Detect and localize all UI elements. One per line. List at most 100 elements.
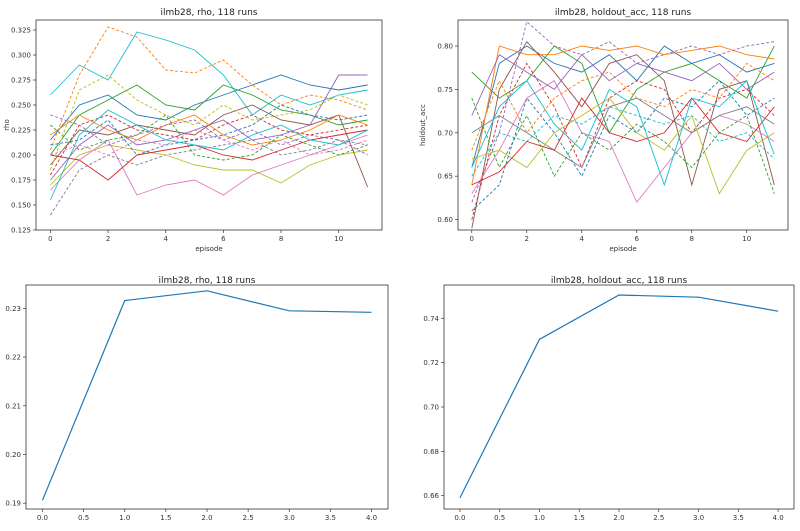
series-group [459, 294, 779, 499]
series-line-4 [471, 62, 775, 220]
x-tick-label: 4.0 [773, 514, 784, 522]
chart-title: ilmb28, rho, 118 runs [158, 276, 256, 286]
series-line-7 [471, 106, 775, 177]
x-tick-label: 3.0 [284, 514, 295, 522]
series-line-0 [41, 290, 372, 501]
axes-frame [457, 19, 789, 231]
x-tick-label: 1.5 [160, 514, 171, 522]
x-tick-label: 3.0 [693, 514, 704, 522]
chart-title: ilmb28, holdout_acc, 118 runs [550, 276, 688, 286]
x-tick-label: 4 [164, 235, 169, 243]
y-tick-label: 0.70 [437, 129, 453, 137]
y-tick-label: 0.60 [437, 216, 453, 224]
x-tick-label: 2.0 [201, 514, 212, 522]
x-tick-label: 10 [742, 235, 751, 243]
y-tick-label: 0.21 [5, 402, 21, 410]
x-tick-label: 8 [279, 235, 283, 243]
series-line-14 [49, 109, 368, 201]
y-tick-label: 0.70 [423, 403, 439, 411]
series-line-13 [471, 54, 775, 116]
x-tick-label: 1.5 [574, 514, 585, 522]
series-line-12 [50, 114, 368, 161]
series-line-0 [459, 294, 779, 499]
series-line-14 [471, 97, 775, 186]
x-axis-label: episode [609, 245, 636, 253]
axes-frame [443, 284, 795, 510]
axes-frame [35, 19, 383, 231]
series-line-9 [50, 104, 369, 188]
x-tick-label: 2.5 [653, 514, 664, 522]
y-tick-label: 0.125 [11, 227, 31, 235]
series-line-3 [50, 84, 368, 156]
plot-area: 0 2 4 6 8 10 0.60 0.65 0.70 0.75 0.80 episode holdou… [419, 19, 789, 253]
plot-area: 0 2 4 6 8 10 0.125 0.150 0.175 0.200 0.225 0.250 0.2… [3, 19, 383, 253]
chart-title: ilmb28, rho, 118 runs [160, 8, 258, 18]
series-line-5 [471, 40, 775, 229]
y-tick-label: 0.325 [11, 27, 31, 35]
series-line-11 [471, 80, 775, 212]
y-tick-label: 0.66 [423, 492, 439, 500]
x-tick-label: 10 [334, 235, 343, 243]
x-tick-label: 0.0 [454, 514, 465, 522]
x-tick-label: 6 [221, 235, 226, 243]
series-line-11 [50, 114, 368, 146]
x-tick-label: 2 [525, 235, 529, 243]
x-tick-label: 2 [106, 235, 110, 243]
y-tick-label: 0.19 [5, 500, 21, 508]
x-tick-label: 1.0 [534, 514, 545, 522]
y-tick-label: 0.175 [11, 177, 31, 185]
y-axis-label: rho [3, 119, 11, 130]
series-line-16 [49, 74, 368, 171]
x-tick-label: 0 [470, 235, 474, 243]
x-tick-label: 4 [580, 235, 585, 243]
plot-area: 0.0 0.5 1.0 1.5 2.0 2.5 3.0 3.5 4.0 0.66 0.68 0.70 0… [423, 284, 795, 522]
y-tick-label: 0.80 [437, 43, 453, 51]
series-group [471, 20, 775, 229]
series-group [49, 26, 369, 216]
series-line-0 [49, 26, 368, 151]
series-line-1 [471, 45, 775, 168]
series-line-0 [471, 20, 775, 203]
y-tick-label: 0.275 [11, 77, 31, 85]
x-tick-label: 3.5 [325, 514, 336, 522]
series-line-15 [471, 79, 775, 187]
y-tick-label: 0.74 [423, 315, 439, 323]
plot-area: 0.0 0.5 1.0 1.5 2.0 2.5 3.0 3.5 4.0 0.19 0.20 0.21 0… [5, 284, 389, 522]
y-tick-label: 0.23 [5, 305, 21, 313]
axes-frame [25, 284, 389, 510]
y-tick-label: 0.150 [11, 202, 31, 210]
y-tick-label: 0.68 [423, 448, 439, 456]
x-tick-label: 0 [48, 235, 52, 243]
y-tick-label: 0.72 [423, 359, 439, 367]
chart-rho-mean: ilmb28, rho, 118 runs 0.0 0.5 1.0 1.5 2.0 2.5… [0, 265, 400, 531]
x-tick-label: 6 [635, 235, 640, 243]
series-group [41, 290, 372, 501]
series-line-4 [50, 114, 368, 176]
series-line-6 [471, 80, 775, 204]
y-tick-label: 0.22 [5, 354, 21, 362]
chart-holdout-acc-mean: ilmb28, holdout_acc, 118 runs 0.0 0.5 1.0 1… [400, 265, 800, 531]
series-line-2 [471, 45, 775, 134]
x-tick-label: 8 [690, 235, 694, 243]
y-tick-label: 0.250 [11, 102, 31, 110]
y-axis-label: holdout_acc [419, 104, 427, 146]
chart-rho-runs: ilmb28, rho, 118 runs 0 2 4 6 8 10 0.125 0.150 0… [0, 0, 400, 265]
x-tick-label: 1.0 [119, 514, 130, 522]
x-tick-label: 0.5 [78, 514, 89, 522]
chart-title: ilmb28, holdout_acc, 118 runs [554, 8, 692, 18]
series-line-3 [471, 45, 775, 185]
x-axis-label: episode [195, 245, 222, 253]
x-tick-label: 0.0 [37, 514, 48, 522]
x-tick-label: 2.5 [243, 514, 254, 522]
series-line-6 [50, 134, 368, 196]
series-line-17 [50, 129, 368, 156]
series-line-9 [471, 97, 775, 195]
y-tick-label: 0.75 [437, 86, 453, 94]
y-tick-label: 0.20 [5, 451, 21, 459]
x-tick-label: 3.5 [733, 514, 744, 522]
y-tick-label: 0.300 [11, 52, 31, 60]
series-line-8 [50, 144, 368, 186]
y-tick-label: 0.225 [11, 127, 31, 135]
x-tick-label: 0.5 [494, 514, 505, 522]
chart-holdout-acc-runs: ilmb28, holdout_acc, 118 runs 0 2 4 6 8 10 0.6… [400, 0, 800, 265]
